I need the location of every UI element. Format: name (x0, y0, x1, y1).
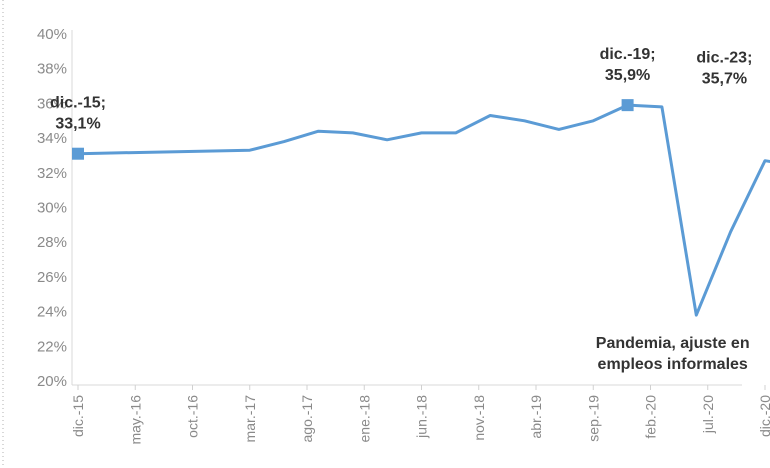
y-tick-label: 30% (37, 200, 67, 217)
y-tick-label: 22% (37, 338, 67, 355)
y-tick-label: 34% (37, 130, 67, 147)
annotation-text: dic.-19; (600, 46, 656, 63)
annotation-text: dic.-23; (696, 50, 752, 67)
x-tick-label: nov.-18 (471, 395, 487, 441)
x-tick-label: jun.-18 (414, 395, 430, 439)
y-tick-label: 20% (37, 373, 67, 390)
x-tick-label: jul.-20 (700, 395, 716, 434)
x-tick-label: ago.-17 (299, 395, 315, 443)
annotation-text: 35,7% (702, 71, 747, 88)
annotation-text: dic.-15; (50, 95, 106, 112)
y-tick-label: 24% (37, 304, 67, 321)
y-tick-label: 38% (37, 61, 67, 78)
x-tick-label: oct.-16 (185, 395, 201, 438)
annotation-text: empleos informales (598, 356, 748, 373)
y-tick-label: 28% (37, 234, 67, 251)
x-axis-ticks: dic.-15 may.-16 oct.-16 mar.-17 ago.-17 ene.-… (70, 385, 770, 445)
annotation-text: 33,1% (55, 116, 100, 133)
y-tick-label: 32% (37, 165, 67, 182)
highlight-markers (72, 99, 634, 160)
x-tick-label: dic.-15 (70, 395, 86, 437)
y-tick-label: 40% (37, 26, 67, 43)
x-tick-label: ene.-18 (356, 395, 372, 443)
annotation-text: Pandemia, ajuste en (596, 335, 750, 352)
y-axis-ticks: 20% 22% 24% 26% 28% 30% 32% 34% 36% 38% 40% (37, 26, 67, 390)
y-tick-label: 36% (37, 95, 67, 112)
series-line (76, 103, 770, 317)
x-tick-label: feb.-20 (643, 395, 659, 439)
highlight-marker (621, 99, 634, 112)
y-tick-label: 26% (37, 269, 67, 286)
x-tick-label: dic.-20 (757, 395, 770, 437)
annotations: dic.-15; 33,1% dic.-19; 35,9% dic.-23; 35,7% P… (50, 46, 752, 373)
annotation-text: 35,9% (605, 67, 650, 84)
x-tick-label: abr.-19 (528, 395, 544, 439)
highlight-marker (72, 147, 84, 160)
x-tick-label: may.-16 (127, 395, 143, 445)
x-tick-label: mar.-17 (242, 395, 258, 443)
x-tick-label: sep.-19 (585, 395, 601, 442)
